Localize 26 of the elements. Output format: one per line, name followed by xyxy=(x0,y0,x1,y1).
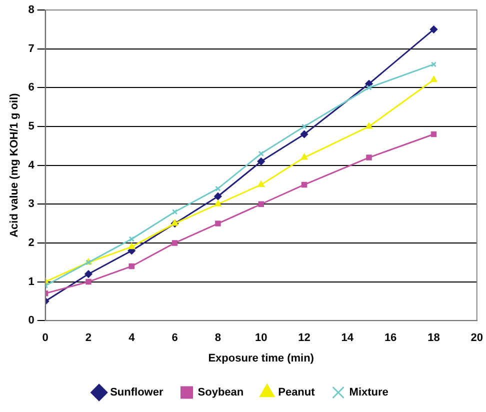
legend-label: Mixture xyxy=(349,386,388,399)
x-tick-label: 0 xyxy=(42,332,48,344)
y-tick-label: 6 xyxy=(28,82,34,94)
x-tick-label: 16 xyxy=(384,332,397,344)
x-tick-label: 4 xyxy=(128,332,136,344)
y-axis-title: Acid value (mg KOH/1 g oil) xyxy=(8,92,21,238)
y-tick-label: 1 xyxy=(28,276,34,288)
legend-label: Sunflower xyxy=(110,386,164,399)
y-tick-label: 3 xyxy=(28,198,34,210)
x-tick-label: 12 xyxy=(298,332,310,344)
y-tick-label: 2 xyxy=(28,236,34,249)
x-tick-label: 10 xyxy=(254,332,268,344)
x-tick-label: 14 xyxy=(341,332,354,344)
y-tick-label: 8 xyxy=(28,4,34,16)
x-tick-label: 20 xyxy=(470,332,484,344)
x-tick-label: 18 xyxy=(428,332,440,344)
legend-label: Peanut xyxy=(278,386,316,399)
y-tick-label: 7 xyxy=(28,42,34,55)
x-tick-label: 6 xyxy=(172,332,178,344)
x-axis-title: Exposure time (min) xyxy=(208,352,314,364)
y-tick-label: 5 xyxy=(28,120,34,133)
legend-label: Soybean xyxy=(198,386,244,399)
x-tick-label: 2 xyxy=(85,332,92,344)
y-tick-label: 4 xyxy=(28,159,36,172)
x-tick-label: 8 xyxy=(214,332,222,344)
y-tick-label: 0 xyxy=(28,314,34,327)
